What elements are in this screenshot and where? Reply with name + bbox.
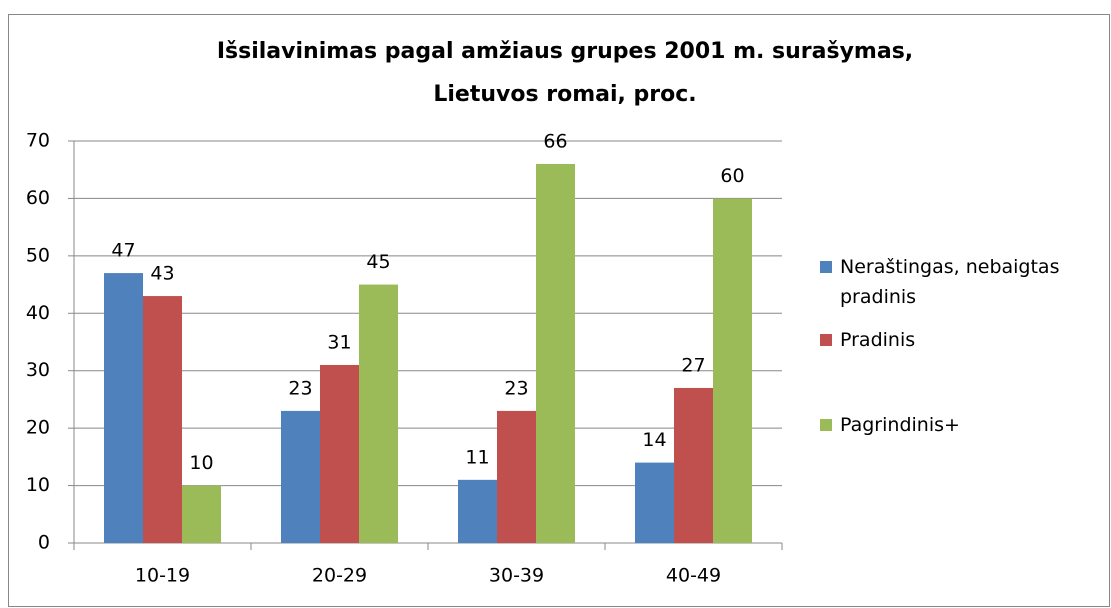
legend-item: Neraštingas, nebaigtas pradinis <box>820 252 1100 312</box>
legend-item: Pagrindinis+ <box>820 410 1100 440</box>
legend-label: Neraštingas, nebaigtas pradinis <box>840 256 1060 308</box>
bar <box>182 485 221 543</box>
bar <box>143 296 182 543</box>
y-tick-label: 60 <box>26 187 50 209</box>
legend-swatch <box>820 261 832 273</box>
data-label: 47 <box>111 240 135 262</box>
chart-title: Išsilavinimas pagal amžiaus grupes 2001 … <box>216 39 914 107</box>
legend-swatch <box>820 419 832 431</box>
bar <box>458 479 497 543</box>
bar <box>320 364 359 543</box>
bar <box>635 462 674 543</box>
bar <box>674 387 713 543</box>
bar <box>497 410 536 543</box>
legend-swatch <box>820 334 832 346</box>
y-tick-label: 40 <box>26 302 50 324</box>
y-tick-label: 0 <box>38 532 50 554</box>
data-label: 66 <box>543 130 567 152</box>
y-tick-label: 30 <box>26 359 50 381</box>
bar <box>713 198 752 543</box>
data-label: 23 <box>504 377 528 399</box>
bar <box>536 163 575 543</box>
data-label: 10 <box>189 452 213 474</box>
y-tick-label: 70 <box>26 130 50 152</box>
x-tick-label: 30-39 <box>489 565 544 587</box>
data-label: 60 <box>720 165 744 187</box>
data-label: 27 <box>681 354 705 376</box>
legend-label: Pagrindinis+ <box>840 414 960 436</box>
x-tick-label: 40-49 <box>666 565 721 587</box>
data-label: 45 <box>366 251 390 273</box>
data-label: 14 <box>642 429 666 451</box>
y-tick-label: 50 <box>26 244 50 266</box>
data-label: 23 <box>288 377 312 399</box>
bar <box>359 284 398 543</box>
data-label: 11 <box>465 446 489 468</box>
y-tick-label: 20 <box>26 417 50 439</box>
x-tick-label: 20-29 <box>312 565 367 587</box>
legend-label: Pradinis <box>840 329 916 351</box>
data-label: 43 <box>150 263 174 285</box>
bar <box>281 410 320 543</box>
bar <box>104 273 143 543</box>
x-tick-label: 10-19 <box>135 565 190 587</box>
legend-item: Pradinis <box>820 325 1100 355</box>
y-tick-label: 10 <box>26 474 50 496</box>
data-label: 31 <box>327 331 351 353</box>
